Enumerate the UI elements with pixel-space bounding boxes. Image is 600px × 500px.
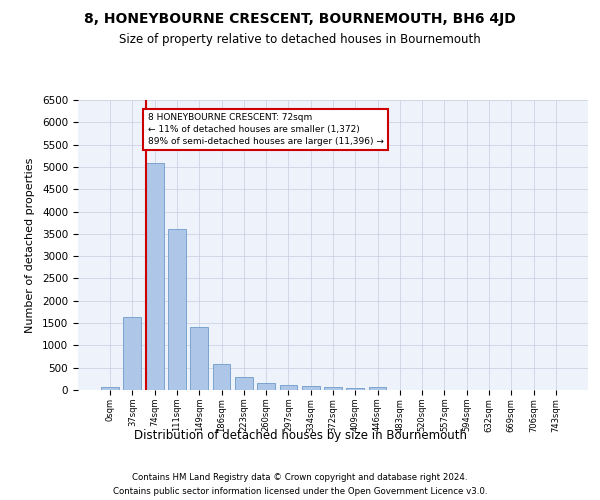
Bar — [101, 387, 119, 390]
Bar — [168, 230, 186, 390]
Y-axis label: Number of detached properties: Number of detached properties — [25, 158, 35, 332]
Bar — [302, 386, 320, 390]
Bar — [368, 387, 386, 390]
Bar — [235, 377, 253, 390]
Bar — [190, 326, 208, 390]
Bar — [324, 387, 342, 390]
Text: Contains HM Land Registry data © Crown copyright and database right 2024.: Contains HM Land Registry data © Crown c… — [132, 473, 468, 482]
Text: Contains public sector information licensed under the Open Government Licence v3: Contains public sector information licen… — [113, 486, 487, 496]
Text: Distribution of detached houses by size in Bournemouth: Distribution of detached houses by size … — [133, 428, 467, 442]
Bar — [257, 383, 275, 390]
Text: Size of property relative to detached houses in Bournemouth: Size of property relative to detached ho… — [119, 32, 481, 46]
Text: 8 HONEYBOURNE CRESCENT: 72sqm
← 11% of detached houses are smaller (1,372)
89% o: 8 HONEYBOURNE CRESCENT: 72sqm ← 11% of d… — [148, 114, 384, 146]
Bar — [146, 164, 164, 390]
Bar — [124, 317, 142, 390]
Bar — [280, 385, 298, 390]
Bar — [212, 364, 230, 390]
Text: 8, HONEYBOURNE CRESCENT, BOURNEMOUTH, BH6 4JD: 8, HONEYBOURNE CRESCENT, BOURNEMOUTH, BH… — [84, 12, 516, 26]
Bar — [346, 388, 364, 390]
